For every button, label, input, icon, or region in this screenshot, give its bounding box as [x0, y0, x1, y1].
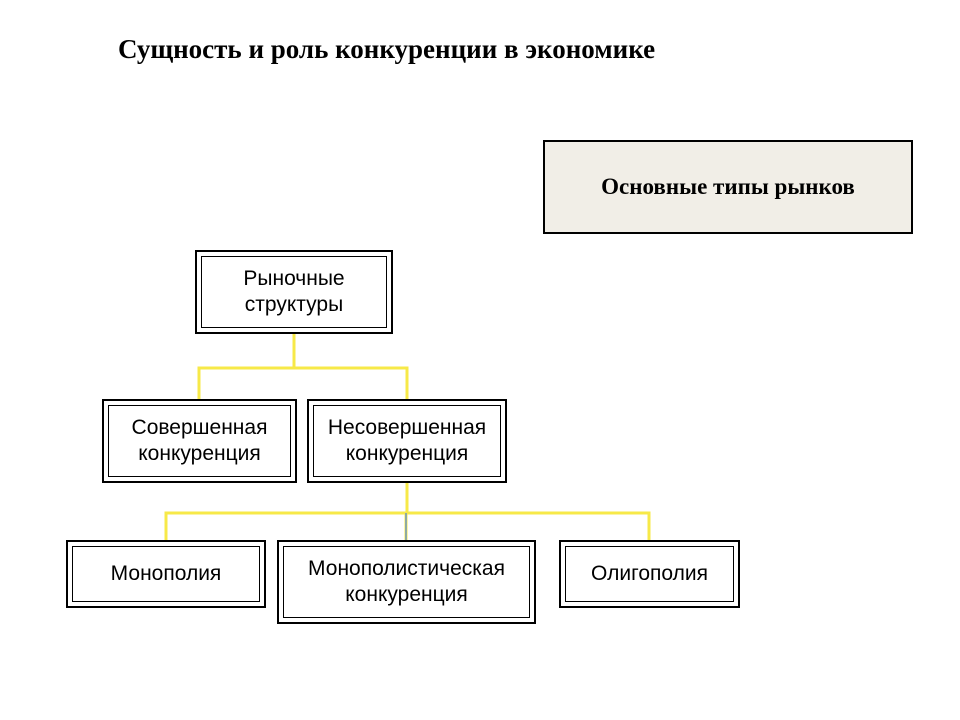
node-imperfect-competition: Несовершенная конкуренция [307, 399, 507, 483]
node-oligopoly: Олигополия [559, 540, 740, 608]
node-label: Монополия [111, 561, 222, 587]
node-label: Несовершенная конкуренция [317, 415, 497, 468]
node-label: Олигополия [591, 561, 708, 587]
page-title: Сущность и роль конкуренции в экономике [118, 34, 655, 65]
node-root: Рыночные структуры [195, 250, 393, 334]
node-perfect-competition: Совершенная конкуренция [102, 399, 297, 483]
node-label: Совершенная конкуренция [112, 415, 287, 468]
node-label: Рыночные структуры [205, 266, 383, 319]
callout-main-types: Основные типы рынков [543, 140, 913, 234]
node-label: Монополистическая конкуренция [287, 556, 526, 609]
callout-text: Основные типы рынков [601, 174, 855, 200]
node-monopoly: Монополия [66, 540, 266, 608]
node-monopolistic-competition: Монополистическая конкуренция [277, 540, 536, 624]
diagram-stage: Сущность и роль конкуренции в экономике … [0, 0, 960, 720]
